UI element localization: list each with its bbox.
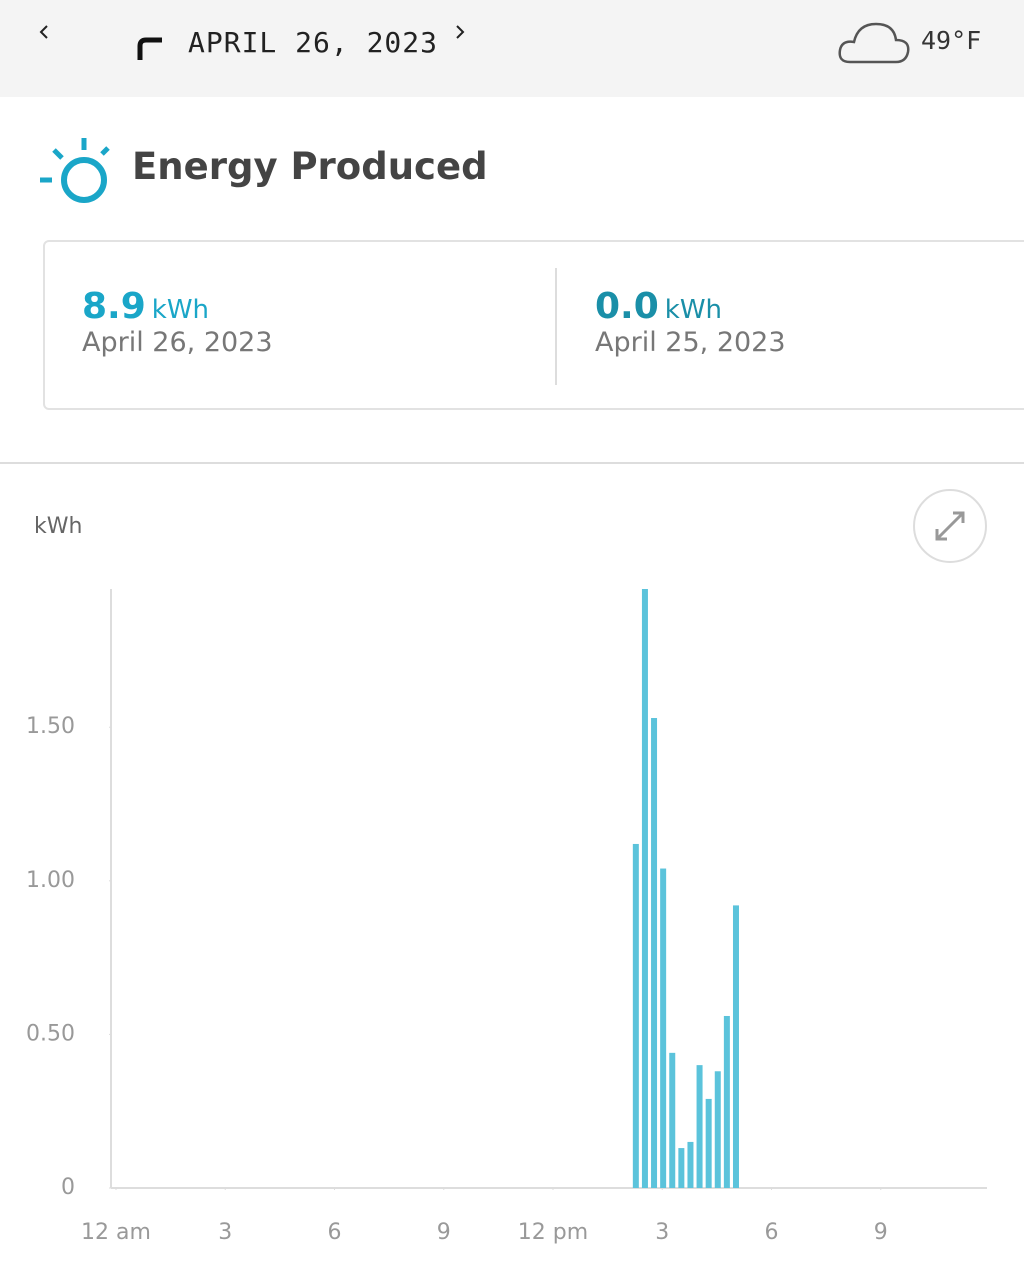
next-button[interactable] (456, 25, 465, 39)
x-tick-label: 12 pm (518, 1220, 588, 1245)
bar (732, 905, 739, 1188)
summary-unit: kWh (151, 295, 210, 325)
y-tick-label: 0 (61, 1175, 75, 1200)
summary-item: 0.0 kWh April 25, 2023 (595, 286, 786, 358)
bar (651, 718, 658, 1188)
bar (696, 1065, 703, 1188)
header-date[interactable]: APRIL 26, 2023 (188, 26, 439, 59)
bar (687, 1141, 694, 1188)
calendar-icon[interactable] (137, 37, 162, 60)
summary-unit: kWh (664, 295, 723, 325)
y-tick-label: 0.50 (26, 1021, 75, 1046)
divider (555, 268, 557, 385)
prev-button[interactable] (39, 25, 48, 39)
x-tick-label: 3 (218, 1220, 232, 1245)
x-tick-label: 3 (655, 1220, 669, 1245)
bar (632, 843, 639, 1188)
x-tick-label: 6 (328, 1220, 342, 1245)
bar (641, 589, 648, 1188)
summary-item: 8.9 kWh April 26, 2023 (82, 286, 273, 358)
y-tick-label: 1.50 (26, 714, 75, 739)
bar (660, 868, 667, 1188)
x-tick-label: 9 (437, 1220, 451, 1245)
section-title: Energy Produced (132, 145, 488, 188)
x-tick-label: 12 am (81, 1220, 151, 1245)
header-bar (0, 0, 1024, 97)
summary-date: April 25, 2023 (595, 327, 786, 358)
x-tick-label: 9 (874, 1220, 888, 1245)
y-axis-label: kWh (34, 514, 82, 539)
chart: kWh 0 0.50 1.00 1.50 12 am 3 6 9 12 pm 3 6 9 (26, 489, 987, 1245)
bar (723, 1015, 730, 1188)
summary-value: 8.9 (82, 286, 146, 327)
y-tick-label: 1.00 (26, 868, 75, 893)
bar (714, 1071, 721, 1188)
summary-card (43, 240, 1024, 410)
header-icons (39, 22, 910, 64)
bar (678, 1148, 685, 1188)
sun-icon (40, 138, 110, 203)
x-tick-label: 6 (765, 1220, 779, 1245)
bar (705, 1098, 712, 1188)
expand-button[interactable] (913, 489, 987, 563)
temperature: 49°F (921, 26, 982, 55)
summary-date: April 26, 2023 (82, 327, 273, 358)
weather-icon (838, 22, 910, 64)
bar (669, 1052, 676, 1188)
summary-value: 0.0 (595, 286, 659, 327)
separator (0, 462, 1024, 464)
